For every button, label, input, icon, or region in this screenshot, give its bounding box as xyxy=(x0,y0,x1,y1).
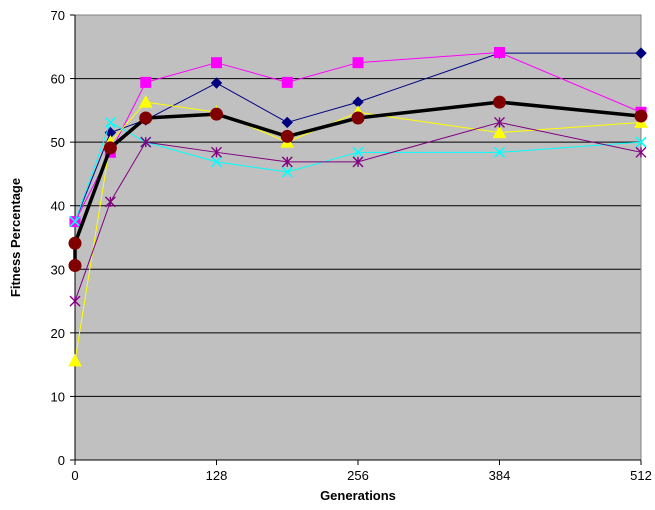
circle-marker xyxy=(68,258,82,272)
y-tick-label: 40 xyxy=(51,199,65,214)
star-marker xyxy=(104,196,116,208)
star-marker xyxy=(494,116,505,128)
circle-marker xyxy=(493,95,506,109)
plot-area xyxy=(75,15,641,460)
star-marker xyxy=(69,295,81,307)
series-6 xyxy=(68,95,648,272)
x-tick-label: 128 xyxy=(206,468,228,483)
circle-marker xyxy=(280,129,294,143)
series-4-line xyxy=(74,121,642,222)
x-marker xyxy=(352,146,364,158)
square-marker xyxy=(352,57,364,69)
y-tick-label: 30 xyxy=(51,262,65,277)
x-tick-label: 256 xyxy=(347,468,369,483)
y-tick-label: 50 xyxy=(51,135,65,150)
circle-marker xyxy=(139,111,153,125)
x-marker xyxy=(69,216,81,228)
y-axis-title: Fitness Percentage xyxy=(8,178,23,297)
star-marker xyxy=(635,146,647,158)
triangle-marker xyxy=(138,95,153,108)
x-marker-stroke xyxy=(281,166,293,178)
circle-marker xyxy=(634,109,648,123)
y-tick-label: 10 xyxy=(51,389,65,404)
circle-marker xyxy=(103,141,117,155)
y-tick-label: 20 xyxy=(51,326,65,341)
star-marker xyxy=(352,156,364,168)
x-marker xyxy=(493,146,506,158)
x-marker-stroke xyxy=(210,156,223,168)
diamond-marker xyxy=(281,116,293,129)
x-tick-label: 384 xyxy=(489,468,511,483)
x-marker-stroke xyxy=(635,136,647,148)
square-marker xyxy=(140,76,152,88)
triangle-marker xyxy=(68,353,82,367)
circle-marker xyxy=(351,111,365,125)
diamond-marker xyxy=(210,77,223,89)
series-1-line xyxy=(74,52,641,222)
x-marker xyxy=(210,156,223,168)
series-5 xyxy=(69,116,647,307)
x-marker-stroke xyxy=(352,146,364,158)
x-marker-stroke xyxy=(104,116,116,129)
x-marker xyxy=(104,116,116,129)
x-axis-title: Generations xyxy=(320,488,396,503)
y-tick-label: 0 xyxy=(58,453,65,468)
tick-labels: 0 10 20 30 40 50 60 70 0 128 256 384 512 xyxy=(51,8,652,483)
x-marker xyxy=(635,136,647,148)
x-tick-label: 512 xyxy=(630,468,652,483)
series-layer xyxy=(68,47,648,367)
x-marker-stroke xyxy=(69,216,81,228)
x-marker xyxy=(281,166,293,178)
triangle-marker xyxy=(492,125,507,139)
square-marker xyxy=(211,57,222,69)
circle-marker xyxy=(210,107,223,121)
series-4 xyxy=(69,116,647,228)
series-5-line xyxy=(74,121,642,302)
circle-marker xyxy=(68,236,82,250)
star-marker xyxy=(211,146,222,158)
diamond-marker xyxy=(635,47,647,59)
x-marker-stroke xyxy=(493,146,506,158)
star-marker xyxy=(281,156,293,168)
square-marker xyxy=(494,47,505,59)
x-tick-label: 0 xyxy=(71,468,78,483)
y-tick-label: 60 xyxy=(51,72,65,87)
square-marker xyxy=(281,76,293,88)
y-tick-label: 70 xyxy=(51,8,65,23)
star-marker xyxy=(140,136,152,148)
